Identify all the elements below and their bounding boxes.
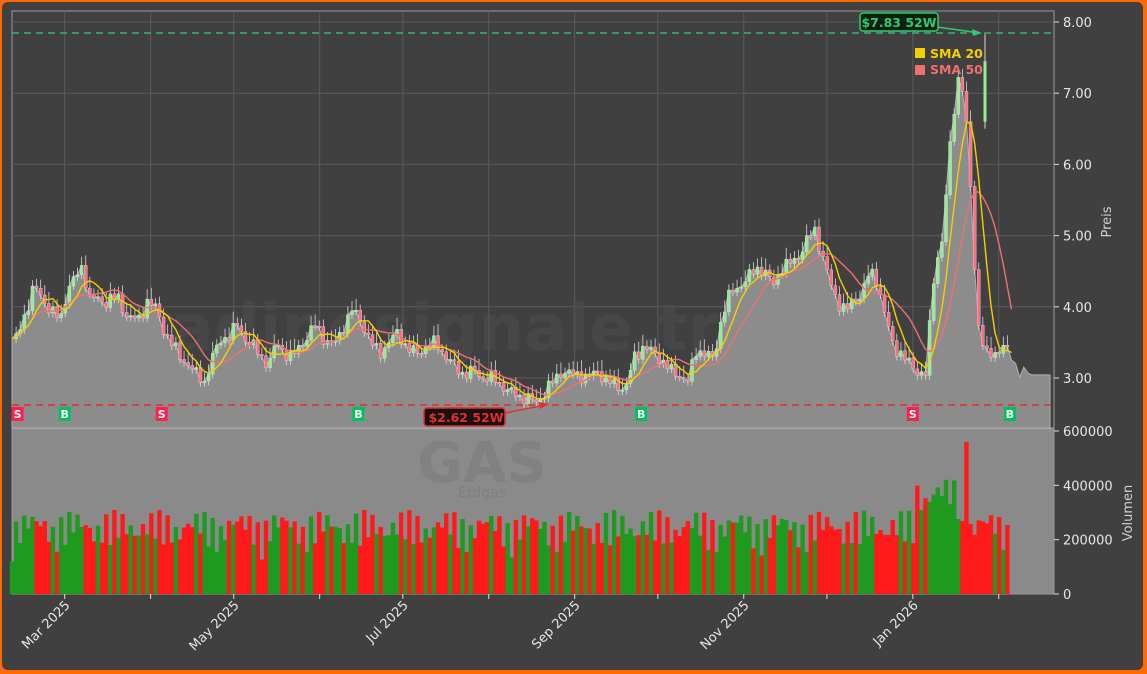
buy-signal-marker: B [1003, 407, 1016, 421]
svg-text:3.00: 3.00 [1063, 372, 1092, 387]
legend: SMA 20 SMA 50 [915, 46, 983, 77]
svg-text:Sep 2025: Sep 2025 [529, 598, 583, 652]
svg-text:200000: 200000 [1063, 534, 1113, 549]
svg-text:Jul 2025: Jul 2025 [363, 598, 412, 647]
price-axis-label: Preis [1100, 206, 1115, 237]
sma-lines [11, 121, 1013, 400]
svg-text:7.00: 7.00 [1063, 87, 1092, 102]
svg-text:5.00: 5.00 [1063, 230, 1092, 245]
legend-sma50: SMA 50 [930, 62, 983, 77]
svg-text:B: B [354, 408, 362, 421]
ticker-subtitle: Erdgas [458, 485, 506, 501]
svg-text:400000: 400000 [1063, 479, 1113, 494]
svg-text:S: S [909, 408, 917, 421]
svg-text:8.00: 8.00 [1063, 16, 1092, 31]
low-52w-label: $2.62 52W [428, 410, 503, 425]
volume-axis-label: Volumen [1121, 485, 1136, 542]
buy-signal-marker: B [635, 407, 648, 421]
legend-swatch-sma20 [915, 48, 925, 58]
svg-text:0: 0 [1063, 588, 1071, 603]
svg-text:S: S [158, 408, 166, 421]
high-52w-annotation: $7.83 52W [859, 12, 982, 36]
sell-signal-marker: S [906, 407, 919, 421]
sell-signal-marker: S [155, 407, 168, 421]
svg-text:Mar 2025: Mar 2025 [19, 598, 73, 652]
volume-bars [9, 441, 1010, 594]
svg-text:May 2025: May 2025 [187, 598, 243, 654]
buy-signal-marker: B [58, 407, 71, 421]
svg-text:B: B [60, 408, 68, 421]
low-52w-annotation: $2.62 52W [423, 402, 549, 427]
svg-text:S: S [14, 408, 22, 421]
svg-text:Nov 2025: Nov 2025 [698, 598, 753, 653]
ticker-watermark: GAS [417, 431, 547, 496]
legend-swatch-sma50 [915, 65, 925, 75]
svg-text:6.00: 6.00 [1063, 158, 1092, 173]
high-52w-label: $7.83 52W [861, 15, 936, 30]
svg-text:Jan 2026: Jan 2026 [870, 598, 922, 650]
svg-text:4.00: 4.00 [1063, 301, 1092, 316]
svg-text:B: B [1006, 408, 1014, 421]
buy-signal-marker: B [352, 407, 365, 421]
svg-text:B: B [637, 408, 645, 421]
svg-text:600000: 600000 [1063, 425, 1113, 440]
legend-sma20: SMA 20 [930, 46, 983, 61]
sell-signal-marker: S [11, 407, 24, 421]
